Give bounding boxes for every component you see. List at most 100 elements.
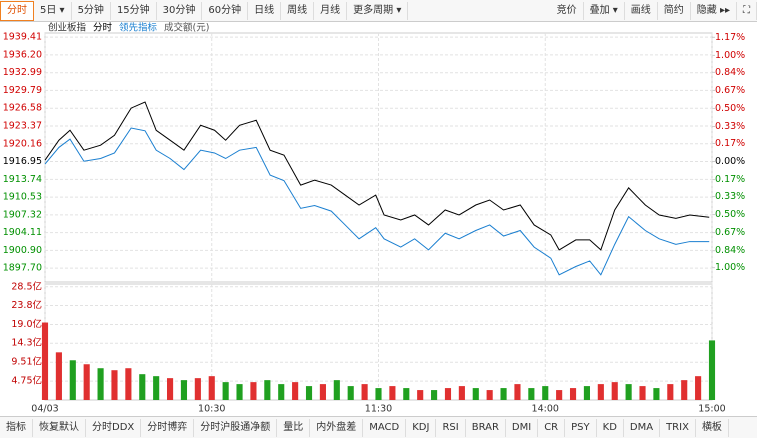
- y2-tick-label: 1.17%: [715, 32, 745, 43]
- volume-bar: [333, 380, 340, 400]
- indicator-tab[interactable]: MACD: [363, 418, 407, 437]
- indicator-tab[interactable]: CR: [538, 418, 566, 437]
- price-line: [44, 127, 710, 276]
- indicator-tab[interactable]: BRAR: [466, 418, 506, 437]
- volume-bar: [347, 386, 354, 400]
- indicator-tab[interactable]: 恢复默认: [33, 418, 86, 437]
- indicator-tab[interactable]: 内外盘差: [310, 418, 364, 437]
- period-toolbar: 分时 5日 ▾ 5分钟 15分钟 30分钟 60分钟 日线 周线 月线 更多周期 ▾ 竞价 叠加 ▾ 画…: [0, 0, 757, 22]
- y2-tick-label: 0.17%: [715, 174, 745, 185]
- volume-bar: [625, 384, 632, 400]
- period-button[interactable]: 周线: [281, 1, 315, 20]
- volume-bar: [375, 388, 382, 400]
- volume-bar: [41, 322, 49, 400]
- period-button[interactable]: 日线: [248, 1, 282, 20]
- y-tick-label: 1916.95: [3, 156, 42, 167]
- y2-tick-label: 0.67%: [715, 85, 745, 96]
- indicator-tab[interactable]: PSY: [565, 418, 597, 437]
- y2-tick-label: 0.84%: [715, 245, 745, 256]
- indicator-tab[interactable]: KDJ: [406, 418, 437, 437]
- tool-button[interactable]: 简约: [658, 1, 691, 20]
- y-tick-label: 1939.41: [3, 32, 42, 43]
- tool-button[interactable]: 画线: [625, 1, 658, 20]
- volume-bar: [403, 388, 410, 400]
- legend-entry: 成交额(元): [164, 22, 209, 34]
- volume-bar: [597, 384, 604, 400]
- y-tick-label: 1926.58: [3, 103, 42, 114]
- period-button[interactable]: 30分钟: [157, 1, 203, 20]
- indicator-tab[interactable]: 分时博弈: [141, 418, 195, 437]
- volume-bar: [528, 388, 535, 400]
- volume-bar: [194, 378, 201, 400]
- indicator-tab[interactable]: TRIX: [660, 418, 696, 437]
- volume-bar: [417, 390, 424, 400]
- volume-bar: [264, 380, 271, 400]
- chart: 创业板指 分时 领先指标 成交额(元) 1939.41 1936.20 1932.99 192…: [3, 22, 745, 415]
- volume-bar: [180, 380, 188, 400]
- y-tick-label: 19.0亿: [11, 318, 42, 330]
- y2-tick-label: 0.17%: [715, 138, 745, 149]
- y-tick-label: 9.51亿: [11, 356, 42, 368]
- period-button[interactable]: 分时: [0, 0, 34, 21]
- indicator-tab[interactable]: 分时沪股通净额: [194, 418, 278, 437]
- period-button[interactable]: 月线: [314, 1, 348, 20]
- y2-tick-label: 0.84%: [715, 67, 745, 78]
- y-tick-label: 4.75亿: [11, 375, 42, 387]
- x-tick-label: 11:30: [365, 404, 392, 415]
- volume-bar: [542, 386, 549, 400]
- volume-bar: [97, 368, 104, 400]
- y-tick-label: 14.3亿: [11, 337, 42, 349]
- volume-bar: [361, 384, 368, 400]
- volume-bar: [139, 374, 146, 400]
- volume-bar: [472, 388, 479, 400]
- tool-button[interactable]: 隐藏 ▸▸: [691, 1, 737, 20]
- indicator-tab[interactable]: DMI: [506, 418, 539, 437]
- volume-bar: [69, 360, 76, 400]
- legend-entry: 创业板指: [48, 22, 87, 34]
- y-tick-label: 1910.53: [3, 192, 42, 203]
- volume-bar: [153, 376, 160, 400]
- volume-bar: [695, 376, 702, 400]
- period-button[interactable]: 60分钟: [202, 1, 249, 20]
- period-button[interactable]: 5日 ▾: [34, 1, 72, 20]
- period-button[interactable]: 5分钟: [72, 1, 111, 20]
- price-line: [44, 101, 710, 251]
- indicator-tab[interactable]: RSI: [436, 418, 466, 437]
- x-tick-label: 15:00: [698, 404, 725, 415]
- x-tick-label: 10:30: [198, 404, 225, 415]
- indicator-tab[interactable]: 指标: [0, 418, 33, 437]
- period-button[interactable]: 更多周期 ▾: [347, 1, 409, 20]
- volume-bar: [653, 388, 660, 400]
- period-button[interactable]: 15分钟: [111, 1, 157, 20]
- indicator-tab[interactable]: DMA: [624, 418, 661, 437]
- y2-tick-label: 0.33%: [715, 191, 745, 202]
- y2-tick-label: 0.67%: [715, 227, 745, 238]
- volume-bar: [639, 386, 646, 400]
- volume-bar: [556, 390, 563, 400]
- volume-bar: [458, 386, 465, 400]
- volume-bar: [500, 388, 507, 400]
- legend-entry: 分时: [93, 22, 113, 34]
- indicator-tab[interactable]: 量比: [277, 418, 311, 437]
- indicator-tab[interactable]: 分时DDX: [86, 418, 142, 437]
- indicator-tab[interactable]: 横板: [696, 418, 729, 437]
- y-tick-label: 1920.16: [3, 138, 42, 149]
- y-tick-label: 1932.99: [3, 67, 42, 78]
- volume-bar: [305, 386, 313, 400]
- volume-bar: [166, 378, 174, 400]
- volume-bar: [55, 352, 62, 400]
- y2-tick-label: 0.00%: [715, 156, 745, 167]
- volume-bar: [431, 390, 438, 400]
- volume-bar: [292, 382, 299, 400]
- y-tick-label: 1907.32: [3, 209, 42, 220]
- x-tick-label: 14:00: [532, 404, 559, 415]
- y-tick-label: 1929.79: [3, 85, 42, 96]
- tool-button[interactable]: 叠加 ▾: [584, 1, 625, 20]
- tool-button[interactable]: 竞价: [551, 1, 584, 20]
- volume-bar: [319, 384, 326, 400]
- y-tick-label: 1913.74: [3, 174, 42, 185]
- volume-bar: [583, 386, 591, 400]
- y2-tick-label: 0.33%: [715, 121, 745, 132]
- volume-bar: [708, 340, 716, 400]
- indicator-tab[interactable]: KD: [597, 418, 624, 437]
